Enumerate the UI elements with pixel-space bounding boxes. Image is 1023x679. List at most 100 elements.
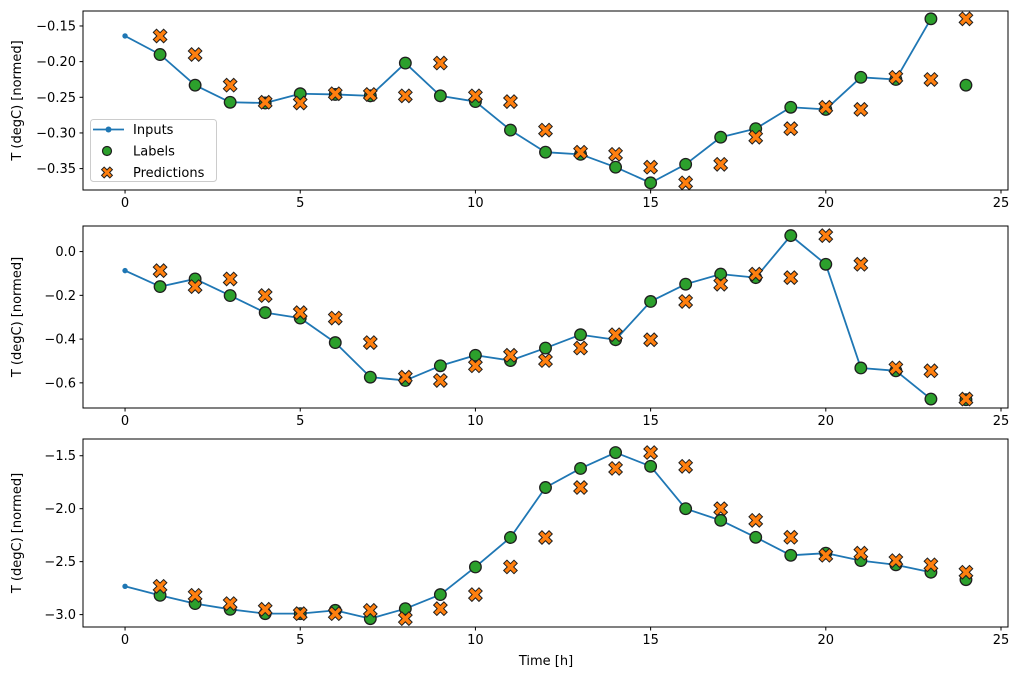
predictions-point: [853, 545, 869, 561]
predictions-point: [888, 360, 904, 376]
predictions-point: [748, 129, 764, 145]
labels-point: [784, 229, 798, 243]
labels-point: [644, 459, 658, 473]
predictions-point: [362, 335, 378, 351]
x-tick-label: 20: [818, 633, 835, 648]
x-tick-label: 0: [121, 414, 129, 429]
labels-point: [223, 289, 237, 303]
y-tick-label: −0.15: [36, 19, 76, 34]
x-tick-label: 15: [642, 414, 659, 429]
predictions-point: [818, 99, 834, 115]
y-axis-label-subplot-1: T (degC) [normed]: [10, 40, 25, 161]
inputs-line: [124, 234, 932, 400]
x-tick-label: 5: [296, 414, 304, 429]
labels-point: [539, 481, 552, 494]
labels-point: [574, 328, 587, 342]
x-tick-label: 10: [467, 633, 484, 648]
predictions-point: [818, 228, 834, 244]
x-tick-label: 20: [818, 196, 835, 211]
predictions-point: [783, 270, 799, 286]
predictions-point: [152, 28, 168, 44]
predictions-point: [152, 263, 168, 279]
predictions-point: [608, 146, 624, 162]
labels-point: [504, 123, 517, 137]
legend: Inputs Labels Predictions: [90, 119, 217, 182]
labels-point: [539, 341, 552, 355]
labels-point: [924, 392, 938, 406]
predictions-point: [608, 460, 624, 476]
y-tick-label: −3.0: [44, 608, 76, 623]
y-tick-label: −0.6: [44, 376, 76, 391]
predictions-point: [257, 601, 273, 617]
labels-point: [468, 560, 482, 574]
axes-frame: [82, 10, 1009, 191]
x-tick-label: 15: [642, 196, 659, 211]
labels-point: [398, 56, 412, 70]
predictions-point: [888, 553, 904, 569]
predictions-point: [713, 276, 729, 292]
predictions-point: [783, 529, 799, 545]
labels-point: [398, 602, 412, 616]
predictions-point: [923, 557, 939, 573]
predictions-point: [432, 55, 448, 71]
axes-frame: [82, 438, 1009, 628]
legend-labels-marker-sample: [101, 145, 113, 157]
labels-point: [679, 277, 693, 291]
predictions-point: [362, 86, 378, 102]
labels-point: [609, 160, 623, 174]
labels-point: [223, 95, 237, 109]
x-axis-label: Time [h]: [518, 654, 573, 669]
predictions-point: [502, 347, 518, 363]
predictions-point: [783, 121, 799, 137]
y-tick-label: −0.25: [36, 91, 76, 106]
labels-point: [574, 461, 587, 475]
predictions-point: [538, 530, 553, 545]
labels-point: [784, 548, 798, 562]
predictions-point: [853, 256, 869, 272]
predictions-point: [397, 611, 413, 627]
y-tick-label: −0.4: [44, 333, 76, 348]
predictions-point: [608, 327, 624, 343]
predictions-point: [502, 94, 518, 110]
predictions-point: [678, 175, 694, 191]
predictions-point: [573, 340, 589, 356]
inputs-line: [124, 18, 932, 184]
y-axis-label-subplot-3: T (degC) [normed]: [10, 473, 25, 594]
labels-point: [504, 531, 517, 544]
predictions-point: [958, 564, 974, 580]
predictions-point: [327, 86, 343, 102]
labels-point: [328, 336, 342, 350]
predictions-point: [643, 445, 659, 461]
predictions-point: [432, 372, 448, 388]
legend-predictions-marker-sample: [100, 166, 114, 179]
labels-point: [153, 280, 167, 294]
predictions-point: [222, 271, 238, 287]
subplot-1: 0 5 10 15 20 25 −0.15 −0.20 −0.25 −0.30 −0.35: [36, 10, 1010, 211]
labels-point: [433, 89, 447, 103]
labels-point: [153, 48, 167, 61]
x-tick-label: 25: [993, 633, 1010, 648]
y-tick-label: −0.20: [36, 55, 76, 70]
y-tick-label: −0.2: [44, 289, 76, 304]
predictions-point: [538, 122, 553, 138]
predictions-point: [467, 587, 483, 603]
predictions-point: [467, 88, 483, 104]
inputs-point: [122, 33, 128, 39]
predictions-point: [502, 559, 518, 575]
y-axis-label-subplot-2: T (degC) [normed]: [10, 257, 25, 378]
labels-point: [644, 295, 658, 308]
predictions-point: [257, 94, 273, 110]
x-tick-label: 25: [993, 196, 1010, 211]
x-tick-label: 0: [121, 196, 129, 211]
predictions-point: [187, 587, 203, 603]
y-tick-label: −2.0: [44, 502, 76, 517]
predictions-point: [643, 159, 659, 175]
labels-point: [714, 267, 728, 281]
predictions-point: [748, 512, 764, 528]
labels-point: [854, 70, 868, 84]
labels-point: [959, 78, 973, 92]
predictions-point: [748, 266, 764, 282]
predictions-point: [713, 501, 729, 517]
predictions-point: [397, 88, 413, 104]
